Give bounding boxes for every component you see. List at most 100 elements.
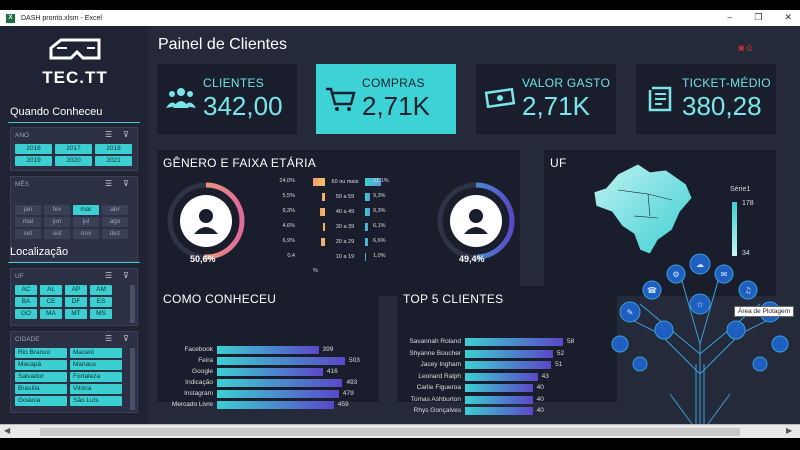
slicer-item-mes[interactable]: mai <box>15 217 41 227</box>
slicer-item-uf[interactable]: MT <box>65 309 87 319</box>
slicer-mes-header: MÊS <box>15 181 30 188</box>
slicer-item-cidade[interactable]: Macapá <box>15 360 67 370</box>
bar[interactable] <box>465 372 538 381</box>
bar[interactable] <box>465 407 533 415</box>
female-age-bar[interactable] <box>321 238 325 246</box>
female-age-bar[interactable] <box>320 208 325 216</box>
brazil-map[interactable] <box>588 154 698 264</box>
female-age-label: 6,9% <box>282 238 295 244</box>
minimize-button[interactable]: – <box>727 12 733 22</box>
slicer-item-uf[interactable]: ES <box>90 297 112 307</box>
clear-filter-icon[interactable]: ⊽ <box>123 271 129 280</box>
slicer-item-ano[interactable]: 2020 <box>55 156 92 166</box>
multiselect-icon[interactable]: ☰ <box>105 271 113 280</box>
bar[interactable] <box>217 346 319 354</box>
donut-male[interactable] <box>431 176 521 266</box>
slicer-item-ano[interactable]: 2021 <box>95 156 132 166</box>
donut-female[interactable] <box>161 176 251 266</box>
slicer-item-cidade[interactable]: Vitória <box>70 384 122 394</box>
slicer-item-mes[interactable]: jul <box>73 217 99 227</box>
slicer-item-mes[interactable]: out <box>44 229 70 239</box>
panel-como-conheceu: COMO CONHECEU Facebook 399 Feira 503 Google 4… <box>157 286 379 409</box>
slicer-item-uf[interactable]: AL <box>40 285 62 295</box>
slicer-item-mes[interactable]: fev <box>44 205 70 215</box>
slicer-item-cidade[interactable]: Salvador <box>15 372 67 382</box>
bar-value: 503 <box>349 357 360 364</box>
kpi-card-ticket-medio[interactable]: TICKET-MÉDIO 380,28 <box>636 64 776 134</box>
kpi-card-clientes[interactable]: CLIENTES 342,00 <box>157 64 297 134</box>
toolbar-mini-icons[interactable]: ▣ ⎙ <box>738 45 753 52</box>
slicer-item-mes[interactable]: jan <box>15 205 41 215</box>
slicer-item-cidade[interactable]: Fortaleza <box>70 372 122 382</box>
slicer-item-uf[interactable]: DF <box>65 297 87 307</box>
restore-button[interactable]: ❐ <box>754 12 763 22</box>
bar[interactable] <box>465 361 552 369</box>
slicer-uf: UF ☰ ⊽ AC AL AP AM BA CE DF ES GO MA MT MS <box>10 268 138 326</box>
bar[interactable] <box>217 379 343 387</box>
bar[interactable] <box>465 395 533 404</box>
slicer-item-ano[interactable]: 2019 <box>15 156 52 166</box>
slicer-item-uf[interactable]: GO <box>15 309 37 319</box>
slicer-item-cidade[interactable]: Brasília <box>15 384 67 394</box>
kpi-card-valor-gasto[interactable]: VALOR GASTO 2,71K <box>476 64 616 134</box>
slicer-item-uf[interactable]: AM <box>90 285 112 295</box>
slicer-uf-scrollbar[interactable] <box>130 285 135 323</box>
slicer-item-mes[interactable]: set <box>15 229 41 239</box>
donut-male-arc <box>437 182 515 260</box>
slicer-item-uf[interactable]: CE <box>40 297 62 307</box>
scroll-left-icon[interactable]: ◀ <box>4 426 11 435</box>
scroll-right-icon[interactable]: ▶ <box>786 426 793 435</box>
age-group-label: 30 a 39 <box>335 224 355 230</box>
kpi-card-compras[interactable]: COMPRAS 2,71K <box>316 64 456 134</box>
slicer-item-mes[interactable]: jun <box>44 217 70 227</box>
slicer-cidade-scrollbar[interactable] <box>130 348 135 410</box>
slicer-item-mes[interactable]: ago <box>102 217 128 227</box>
slicer-item-uf[interactable]: AP <box>65 285 87 295</box>
slicer-item-cidade[interactable]: São Luís <box>70 396 122 406</box>
panel-title: TOP 5 CLIENTES <box>403 292 504 306</box>
bar[interactable] <box>465 349 553 358</box>
slicer-item-mes[interactable]: abr <box>102 205 128 215</box>
clear-filter-icon[interactable]: ⊽ <box>123 334 129 343</box>
sidebar: TEC.TT Quando Conheceu ANO ☰ ⊽ 2016 2017 2… <box>0 26 148 424</box>
male-age-bar[interactable] <box>365 223 369 231</box>
bar[interactable] <box>217 390 339 398</box>
female-age-bar[interactable] <box>322 223 325 231</box>
slicer-item-ano[interactable]: 2017 <box>55 144 92 154</box>
slicer-item-ano[interactable]: 2016 <box>15 144 52 154</box>
female-age-bar[interactable] <box>322 193 325 201</box>
slicer-item-mes[interactable]: nov <box>73 229 99 239</box>
horizontal-scrollbar[interactable]: ◀ ▶ <box>0 424 800 438</box>
slicer-item-uf[interactable]: AC <box>15 285 37 295</box>
multiselect-icon[interactable]: ☰ <box>105 179 113 188</box>
male-age-bar[interactable] <box>365 193 370 201</box>
slicer-item-mes[interactable]: dez <box>102 229 128 239</box>
bar[interactable] <box>217 401 334 409</box>
bar[interactable] <box>217 357 345 365</box>
male-age-bar[interactable] <box>365 208 370 216</box>
male-age-label: 6,1% <box>373 223 386 229</box>
multiselect-icon[interactable]: ☰ <box>105 334 113 343</box>
bar[interactable] <box>465 384 533 392</box>
bar[interactable] <box>465 338 563 346</box>
male-age-bar[interactable] <box>365 178 381 186</box>
slicer-item-cidade[interactable]: Goiânia <box>15 396 67 406</box>
slicer-item-uf[interactable]: BA <box>15 297 37 307</box>
multiselect-icon[interactable]: ☰ <box>105 130 113 139</box>
female-age-bar[interactable] <box>312 178 325 186</box>
clear-filter-icon[interactable]: ⊽ <box>123 179 129 188</box>
bar-label: Leonard Ralph <box>418 372 461 380</box>
close-button[interactable]: ✕ <box>784 12 792 22</box>
scroll-thumb[interactable] <box>40 428 740 436</box>
slicer-item-cidade[interactable]: Rio Branco <box>15 348 67 358</box>
slicer-item-mes[interactable]: mar <box>73 205 99 215</box>
male-age-bar[interactable] <box>365 238 369 246</box>
slicer-item-cidade[interactable]: Manaus <box>70 360 122 370</box>
slicer-item-ano[interactable]: 2018 <box>95 144 132 154</box>
slicer-item-cidade[interactable]: Maceió <box>70 348 122 358</box>
slicer-item-uf[interactable]: MA <box>40 309 62 319</box>
clear-filter-icon[interactable]: ⊽ <box>123 130 129 139</box>
slicer-item-uf[interactable]: MS <box>90 309 112 319</box>
male-age-bar[interactable] <box>365 253 366 261</box>
bar[interactable] <box>217 368 323 376</box>
